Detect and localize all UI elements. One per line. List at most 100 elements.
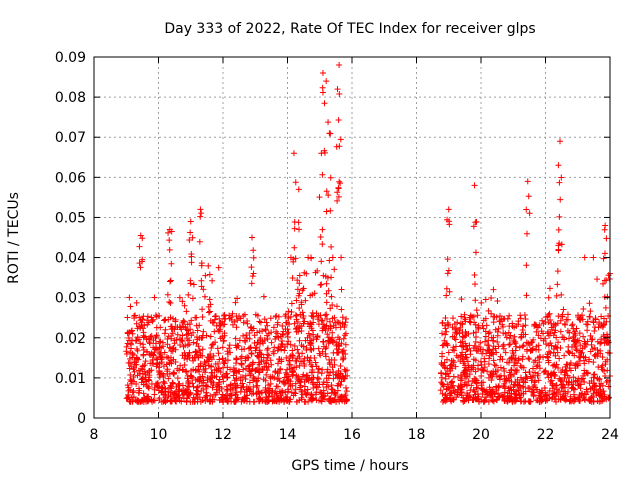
data-point <box>196 238 203 245</box>
data-point <box>145 383 152 390</box>
data-point <box>542 367 549 374</box>
x-tick-label: 24 <box>601 427 619 443</box>
data-point <box>544 351 551 358</box>
data-point <box>193 314 200 321</box>
data-point <box>231 377 238 384</box>
data-point <box>329 339 336 346</box>
data-point <box>329 386 336 393</box>
data-point <box>248 350 255 357</box>
data-point <box>242 355 249 362</box>
data-point <box>441 364 448 371</box>
data-point <box>439 319 446 326</box>
data-point <box>463 342 470 349</box>
data-point <box>511 333 518 340</box>
data-point <box>496 356 503 363</box>
data-point <box>552 363 559 370</box>
data-point <box>190 339 197 346</box>
data-point <box>268 361 275 368</box>
data-point <box>285 308 292 315</box>
data-point <box>137 340 144 347</box>
data-point <box>315 384 322 391</box>
data-point <box>494 339 501 346</box>
data-point <box>212 339 219 346</box>
data-point <box>490 319 497 326</box>
data-point <box>190 281 197 288</box>
data-point <box>294 324 301 331</box>
data-point <box>541 384 548 391</box>
data-point <box>537 390 544 397</box>
data-point <box>573 325 580 332</box>
data-point <box>515 386 522 393</box>
data-point <box>331 361 338 368</box>
y-tick-label: 0.04 <box>55 251 86 267</box>
data-point <box>584 321 591 328</box>
data-point <box>472 391 479 398</box>
data-point <box>466 393 473 400</box>
data-point <box>150 337 157 344</box>
data-point <box>484 368 491 375</box>
data-point <box>556 213 563 220</box>
data-point <box>482 338 489 345</box>
data-point <box>151 294 158 301</box>
data-point <box>490 337 497 344</box>
data-point <box>190 357 197 364</box>
data-point <box>288 309 295 316</box>
data-point <box>263 319 270 326</box>
data-point <box>590 398 597 405</box>
data-point <box>500 345 507 352</box>
data-point <box>553 292 560 299</box>
data-point <box>575 313 582 320</box>
data-point <box>140 344 147 351</box>
data-point <box>325 192 332 199</box>
data-point <box>589 345 596 352</box>
data-point <box>565 348 572 355</box>
data-point <box>570 391 577 398</box>
data-point <box>277 333 284 340</box>
data-point <box>535 370 542 377</box>
data-point <box>183 368 190 375</box>
data-point <box>557 196 564 203</box>
data-point <box>219 344 226 351</box>
data-point <box>184 353 191 360</box>
data-point <box>294 319 301 326</box>
data-point <box>126 294 133 301</box>
data-point <box>319 171 326 178</box>
data-point <box>451 347 458 354</box>
data-point <box>452 326 459 333</box>
data-point <box>443 356 450 363</box>
data-point <box>150 352 157 359</box>
data-point <box>491 313 498 320</box>
data-point <box>542 314 549 321</box>
data-point <box>558 241 565 248</box>
data-point <box>158 398 165 405</box>
data-point <box>250 398 257 405</box>
data-point <box>444 270 451 277</box>
data-point <box>299 287 306 294</box>
data-point <box>337 180 344 187</box>
data-point <box>304 386 311 393</box>
data-point <box>445 206 452 213</box>
data-point <box>323 344 330 351</box>
data-point <box>267 357 274 364</box>
data-point <box>124 395 131 402</box>
data-point <box>600 255 607 262</box>
data-point <box>139 316 146 323</box>
data-point <box>535 342 542 349</box>
data-point <box>335 372 342 379</box>
data-point <box>123 351 130 358</box>
data-point <box>221 360 228 367</box>
data-point <box>444 342 451 349</box>
data-point <box>460 369 467 376</box>
data-point <box>594 338 601 345</box>
data-point <box>517 374 524 381</box>
data-point <box>512 359 519 366</box>
data-point <box>228 317 235 324</box>
data-point <box>495 382 502 389</box>
data-point <box>208 362 215 369</box>
data-point <box>475 343 482 350</box>
data-point <box>506 335 513 342</box>
data-point <box>294 286 301 293</box>
data-point <box>495 325 502 332</box>
data-point <box>457 377 464 384</box>
data-point <box>492 383 499 390</box>
